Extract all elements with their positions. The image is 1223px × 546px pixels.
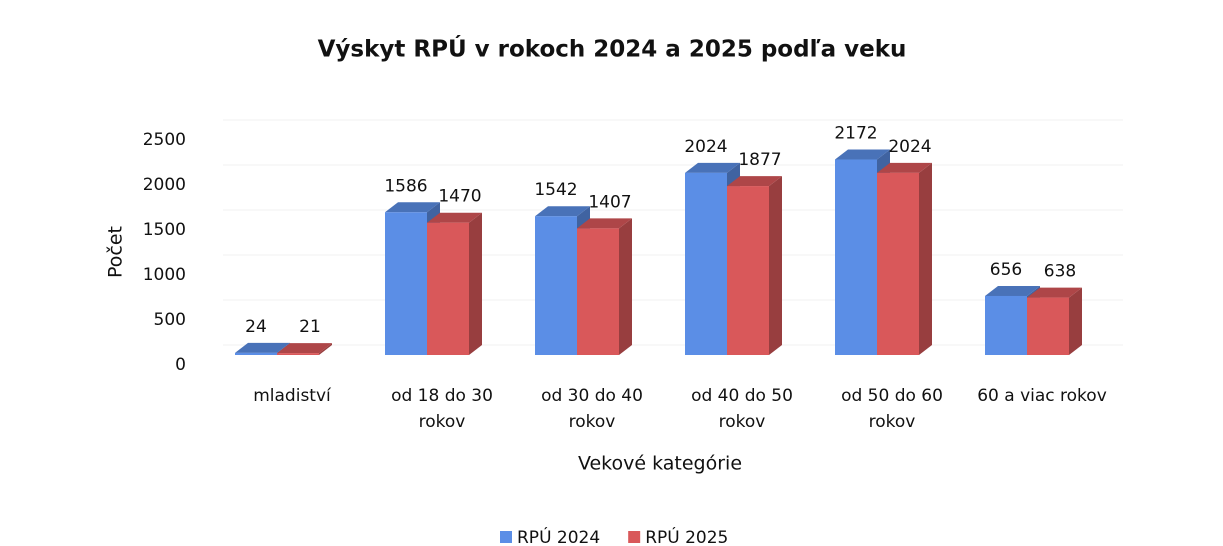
- bar: [385, 212, 427, 355]
- bar-top: [385, 202, 440, 213]
- data-label: 1470: [438, 187, 481, 207]
- bar: [427, 222, 469, 355]
- legend-label: RPÚ 2025: [645, 526, 728, 546]
- bar-side: [1069, 287, 1082, 355]
- data-label: 1586: [384, 176, 427, 196]
- bar: [877, 172, 919, 355]
- bar: [835, 159, 877, 355]
- data-label: 2024: [888, 137, 931, 157]
- bar-side: [469, 212, 482, 355]
- data-label: 2024: [684, 137, 727, 157]
- bar-top: [577, 218, 632, 229]
- x-tick-label: od 50 do 60 rokov: [841, 386, 943, 432]
- bar-top: [235, 342, 290, 353]
- y-tick-label: 1500: [143, 220, 186, 240]
- data-label: 21: [299, 317, 321, 337]
- data-label: 1877: [738, 150, 781, 170]
- bar-top: [727, 176, 782, 187]
- legend-label: RPÚ 2024: [517, 526, 600, 546]
- x-tick-label: od 18 do 30 rokov: [391, 386, 493, 432]
- bar: [727, 186, 769, 355]
- bar: [685, 172, 727, 355]
- y-axis-title: Počet: [105, 226, 127, 278]
- y-tick-label: 1000: [143, 265, 186, 285]
- bar-side: [619, 218, 632, 355]
- data-label: 1542: [534, 180, 577, 200]
- bar: [577, 228, 619, 355]
- legend-swatch: [628, 531, 641, 543]
- x-axis-title: Vekové kategórie: [578, 453, 742, 475]
- chart-title: Výskyt RPÚ v rokoch 2024 a 2025 podľa ve…: [318, 35, 907, 63]
- y-tick-label: 2000: [143, 175, 186, 195]
- data-label: 2172: [834, 124, 877, 144]
- bar-top: [277, 343, 332, 354]
- bar: [235, 352, 277, 355]
- bar-top: [835, 149, 890, 160]
- y-tick-label: 2500: [143, 130, 186, 150]
- x-tick-label: mladiství: [253, 386, 331, 406]
- y-tick-label: 0: [175, 355, 186, 375]
- bar: [277, 353, 319, 355]
- x-tick-label: od 40 do 50 rokov: [691, 386, 793, 432]
- x-tick-label: od 30 do 40 rokov: [541, 386, 643, 432]
- data-label: 24: [245, 317, 267, 337]
- bar-side: [769, 176, 782, 355]
- bar-top: [427, 212, 482, 223]
- bar-top: [535, 206, 590, 217]
- x-tick-label: 60 a viac rokov: [977, 386, 1107, 406]
- bar: [985, 295, 1027, 355]
- bar-side: [319, 343, 332, 355]
- bar-top: [985, 285, 1040, 296]
- data-label: 656: [990, 260, 1022, 280]
- bar-top: [1027, 287, 1082, 298]
- y-tick-label: 500: [154, 310, 186, 330]
- bar: [1027, 297, 1069, 355]
- bar: [535, 216, 577, 355]
- bar-top: [685, 162, 740, 173]
- data-label: 638: [1044, 262, 1076, 282]
- bar-top: [877, 162, 932, 173]
- legend-swatch: [500, 531, 512, 543]
- data-label: 1407: [588, 192, 631, 212]
- bar-side: [919, 162, 932, 355]
